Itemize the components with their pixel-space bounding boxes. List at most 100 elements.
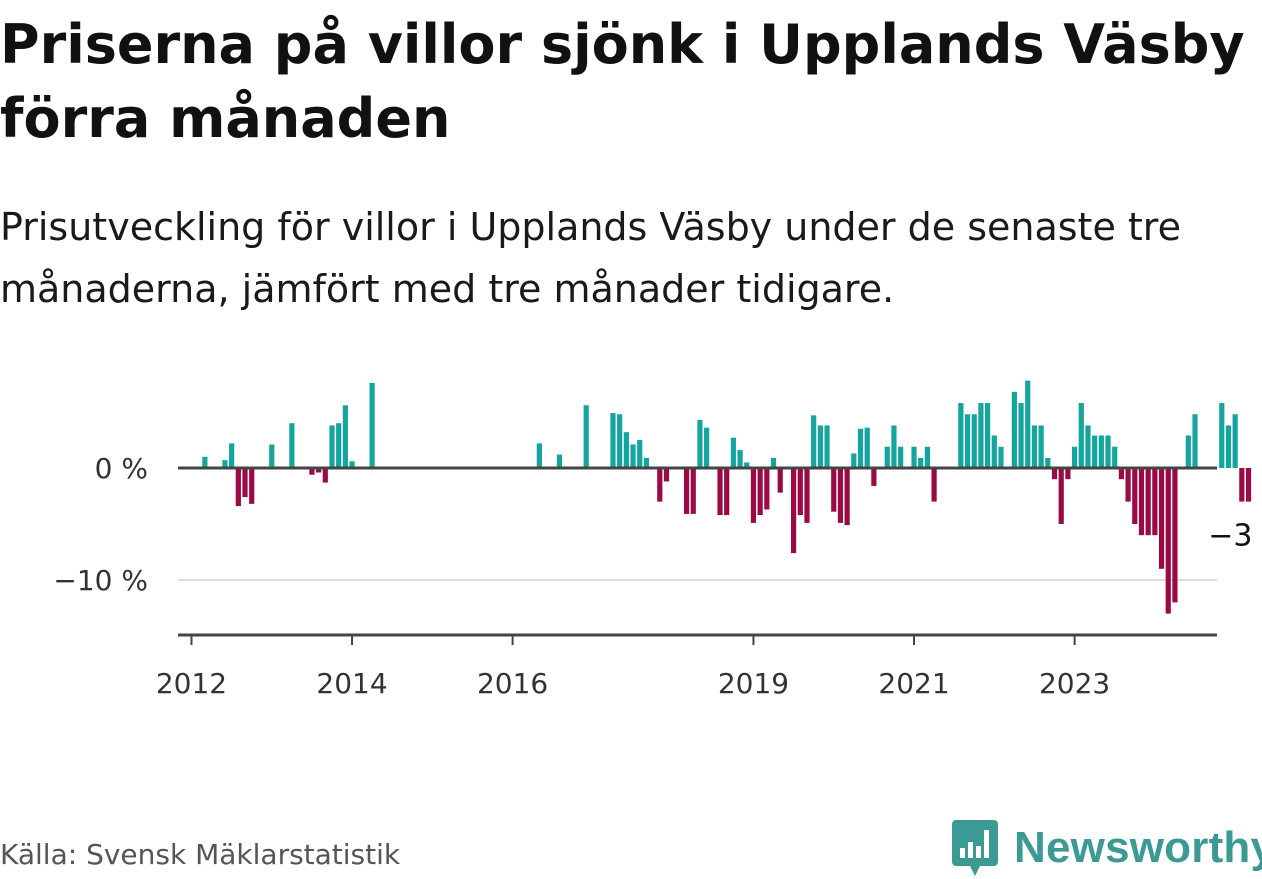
bar-negative xyxy=(683,468,690,514)
x-tick-label: 2016 xyxy=(477,667,548,700)
bar-positive xyxy=(998,446,1004,468)
bar-positive xyxy=(817,425,823,468)
bar-negative xyxy=(309,468,315,475)
bars xyxy=(202,380,1252,614)
bar-positive xyxy=(1025,380,1031,468)
bar-positive xyxy=(864,427,870,468)
bar-positive xyxy=(1098,435,1104,468)
bar-positive xyxy=(884,446,890,468)
bar-negative xyxy=(235,468,241,507)
labels: 0 % −10 % 2012 2014 2016 2019 2021 2023 −3 % xyxy=(53,452,1262,700)
bar-positive xyxy=(704,427,710,468)
bar-positive xyxy=(744,462,750,468)
bar-negative xyxy=(831,468,837,512)
bar-positive xyxy=(958,403,964,468)
bar-negative xyxy=(1239,468,1245,502)
bar-positive xyxy=(964,414,971,468)
bar-positive xyxy=(1092,435,1098,468)
bar-negative xyxy=(1158,468,1165,569)
bar-negative xyxy=(871,468,877,486)
bar-negative xyxy=(1058,468,1064,524)
bar-positive xyxy=(617,414,623,468)
bar-positive xyxy=(1031,425,1038,468)
bar-negative xyxy=(249,468,255,504)
bar-positive xyxy=(1192,414,1198,468)
bar-positive xyxy=(911,446,917,468)
bar-negative xyxy=(1118,468,1125,480)
bar-positive xyxy=(1105,435,1111,468)
bar-negative xyxy=(322,468,328,483)
bar-positive xyxy=(630,444,636,468)
bar-negative xyxy=(717,468,723,516)
bar-positive xyxy=(924,446,930,468)
bar-negative xyxy=(1172,468,1178,603)
bar-positive xyxy=(811,415,817,468)
bar-positive xyxy=(824,425,830,468)
bar-positive xyxy=(222,460,228,468)
x-tick-label: 2021 xyxy=(878,667,949,700)
bar-positive xyxy=(643,457,650,468)
bar-negative xyxy=(777,468,783,493)
bar-negative xyxy=(844,468,850,526)
bar-positive xyxy=(851,453,857,468)
bar-positive xyxy=(991,435,997,468)
bar-positive xyxy=(985,403,991,468)
x-tick-label: 2019 xyxy=(718,667,789,700)
bar-negative xyxy=(1125,468,1131,502)
bar-positive xyxy=(978,403,984,468)
bar-positive xyxy=(730,437,736,468)
source-note: Källa: Svensk Mäklarstatistik xyxy=(0,838,401,871)
x-tick-label: 2023 xyxy=(1039,667,1110,700)
bar-positive xyxy=(898,446,904,468)
bar-negative xyxy=(1152,468,1158,536)
bar-positive xyxy=(1045,457,1051,468)
y-tick-label: −10 % xyxy=(53,564,148,597)
bar-negative xyxy=(797,468,803,516)
last-value-annotation: −3 % xyxy=(1208,519,1262,554)
bar-negative xyxy=(1138,468,1145,536)
bar-negative xyxy=(757,468,763,516)
bar-positive xyxy=(697,419,703,468)
bar-positive xyxy=(623,432,629,468)
bar-positive xyxy=(1185,435,1191,468)
bar-positive xyxy=(1078,403,1084,468)
bar-positive xyxy=(336,423,342,468)
bar-chart: 0 % −10 % 2012 2014 2016 2019 2021 2023 −3 % xyxy=(53,380,1262,700)
bar-positive xyxy=(1085,425,1091,468)
bar-positive xyxy=(637,440,643,468)
bar-positive xyxy=(1018,403,1024,468)
newsworthy-logo: Newsworthy xyxy=(950,818,1262,878)
bar-negative xyxy=(663,468,670,482)
bar-negative xyxy=(1065,468,1071,480)
bar-positive xyxy=(329,425,335,468)
bar-positive xyxy=(737,450,743,468)
bar-positive xyxy=(1219,403,1225,468)
axes xyxy=(178,466,1217,645)
bar-positive xyxy=(1232,414,1238,468)
bar-negative xyxy=(764,468,770,510)
bar-positive xyxy=(229,443,235,468)
bar-negative xyxy=(1245,468,1252,502)
bar-negative xyxy=(1051,468,1058,480)
bar-positive xyxy=(857,428,864,468)
chart-title: Priserna på villor sjönk i Upplands Väsb… xyxy=(0,13,1245,150)
bar-positive xyxy=(202,456,208,468)
y-tick-label: 0 % xyxy=(95,452,148,485)
bar-positive xyxy=(971,414,977,468)
bar-negative xyxy=(242,468,248,498)
bar-negative xyxy=(1165,468,1171,614)
newsworthy-logo-icon xyxy=(952,820,998,876)
bar-positive xyxy=(891,425,897,468)
x-tick-label: 2012 xyxy=(156,667,227,700)
bar-positive xyxy=(1011,391,1017,468)
bar-negative xyxy=(316,468,322,473)
bar-positive xyxy=(536,443,542,468)
logo-wordmark: Newsworthy xyxy=(1014,823,1262,872)
bar-negative xyxy=(791,468,797,554)
bar-positive xyxy=(1038,425,1044,468)
bar-positive xyxy=(289,423,295,468)
bar-positive xyxy=(1225,425,1232,468)
bar-positive xyxy=(918,457,924,468)
bar-positive xyxy=(770,457,777,468)
bar-positive xyxy=(342,405,348,468)
